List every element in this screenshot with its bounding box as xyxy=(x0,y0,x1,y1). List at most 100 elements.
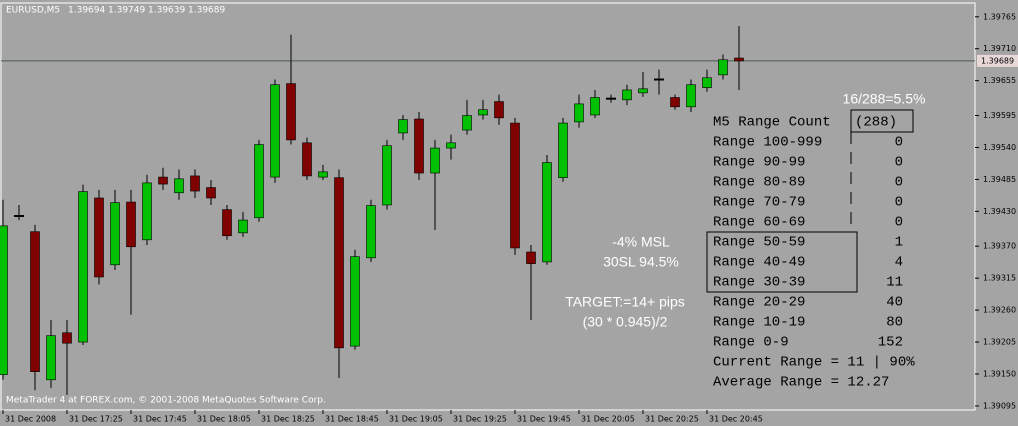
row-label: Range 40-49 xyxy=(713,255,805,271)
y-tick-label: 1.39595 xyxy=(983,111,1016,120)
candle-body xyxy=(718,59,728,76)
row-label: Range 70-79 xyxy=(713,195,805,211)
row-count: 0 xyxy=(895,195,903,211)
x-tick-label: 31 Dec 20:25 xyxy=(645,415,699,424)
annotation: -4% MSL xyxy=(612,234,670,250)
candle-body xyxy=(126,201,136,248)
annotation: 16/288=5.5% xyxy=(843,91,926,107)
candle-body xyxy=(46,335,56,381)
plot-frame xyxy=(0,2,976,411)
y-tick-label: 1.39540 xyxy=(983,143,1016,152)
x-tick-label: 31 Dec 20:05 xyxy=(581,415,635,424)
x-tick-label: 31 Dec 17:25 xyxy=(69,415,123,424)
x-tick-label: 31 Dec 19:25 xyxy=(453,415,507,424)
candle-body xyxy=(430,147,440,174)
row-label: Range 100-999 xyxy=(713,135,822,151)
row-label: Range 60-69 xyxy=(713,215,805,231)
candle-body xyxy=(254,144,264,219)
total-box xyxy=(850,109,914,133)
y-tick-label: 1.39485 xyxy=(983,175,1016,184)
x-tick-label: 31 Dec 18:45 xyxy=(325,415,379,424)
candle-body xyxy=(286,83,296,141)
candle-body xyxy=(238,219,248,234)
row-count: 0 xyxy=(895,155,903,171)
candle-body xyxy=(158,176,168,185)
candle-body xyxy=(142,182,152,241)
candle-body xyxy=(702,77,712,88)
candle-body xyxy=(462,115,472,131)
y-tick-label: 1.39205 xyxy=(983,338,1016,347)
current-range: Current Range = 11 | 90% xyxy=(713,355,915,371)
candle-body xyxy=(30,231,40,372)
y-tick-label: 1.39150 xyxy=(983,369,1016,378)
y-tick-label: 1.39765 xyxy=(983,12,1016,21)
annotation: 30SL 94.5% xyxy=(603,254,679,270)
candle-body xyxy=(574,103,584,123)
candle-body xyxy=(62,332,72,344)
header-open: 1.39694 xyxy=(68,6,105,16)
candle-body xyxy=(526,251,536,264)
x-tick-label: 31 Dec 20:45 xyxy=(709,415,763,424)
candle-body xyxy=(382,145,392,206)
candle-body xyxy=(638,88,648,94)
row-label: Range 10-19 xyxy=(713,315,805,331)
candle-body xyxy=(206,187,216,199)
candle-body xyxy=(366,205,376,259)
candle-body xyxy=(478,109,488,116)
table-title: M5 Range Count xyxy=(713,115,831,131)
candle-body xyxy=(270,84,280,178)
row-label: Range 80-89 xyxy=(713,175,805,191)
candle-body xyxy=(94,197,104,278)
candle-body xyxy=(350,256,360,347)
candle-body xyxy=(318,171,328,178)
row-label: Range 30-39 xyxy=(713,275,805,291)
x-tick-label: 31 Dec 17:45 xyxy=(133,415,187,424)
row-count: 0 xyxy=(895,175,903,191)
row-label: Range 50-59 xyxy=(713,235,805,251)
annotation: TARGET:=14+ pips xyxy=(565,294,685,310)
candle-body xyxy=(190,175,200,192)
candle-body xyxy=(734,57,744,62)
footer: MetaTrader 4 at FOREX.com, © 2001-2008 M… xyxy=(6,396,326,406)
candle-body xyxy=(590,97,600,116)
row-count: 80 xyxy=(886,315,903,331)
header-high: 1.39749 xyxy=(108,6,145,16)
row-count: 1 xyxy=(895,235,903,251)
candle-body xyxy=(334,177,344,349)
y-tick-label: 1.39315 xyxy=(983,274,1016,283)
row-label: Range 20-29 xyxy=(713,295,805,311)
header-close: 1.39689 xyxy=(188,6,225,16)
candle-body xyxy=(558,122,568,178)
average-range: Average Range = 12.27 xyxy=(713,375,889,391)
candle-body xyxy=(78,191,88,343)
candle-body xyxy=(414,118,424,174)
row-label: Range 90-99 xyxy=(713,155,805,171)
x-tick-label: 31 Dec 2008 xyxy=(5,415,56,424)
row-count: 40 xyxy=(886,295,903,311)
row-count: 11 xyxy=(886,275,903,291)
current-price-label: 1.39689 xyxy=(981,56,1014,65)
candle-body xyxy=(494,101,504,119)
candle-body xyxy=(510,122,520,249)
candle-body xyxy=(686,84,696,108)
candle-body xyxy=(622,89,632,101)
candle-body xyxy=(302,142,312,177)
candle-body xyxy=(110,202,120,266)
x-tick-label: 31 Dec 19:05 xyxy=(389,415,443,424)
row-count: 0 xyxy=(895,215,903,231)
highlight-box xyxy=(706,231,858,293)
annotation: (30 * 0.945)/2 xyxy=(583,314,668,330)
row-count: 0 xyxy=(895,135,903,151)
y-tick-label: 1.39370 xyxy=(983,242,1016,251)
x-tick-label: 31 Dec 19:45 xyxy=(517,415,571,424)
y-tick-label: 1.39655 xyxy=(983,76,1016,85)
candle-body xyxy=(398,119,408,134)
candle-body xyxy=(222,209,232,237)
candle-body xyxy=(0,225,8,375)
symbol-title: EURUSD,M5 xyxy=(6,6,60,16)
current-price-box xyxy=(977,54,1018,67)
candle-body xyxy=(446,142,456,149)
candle-body xyxy=(542,162,552,263)
